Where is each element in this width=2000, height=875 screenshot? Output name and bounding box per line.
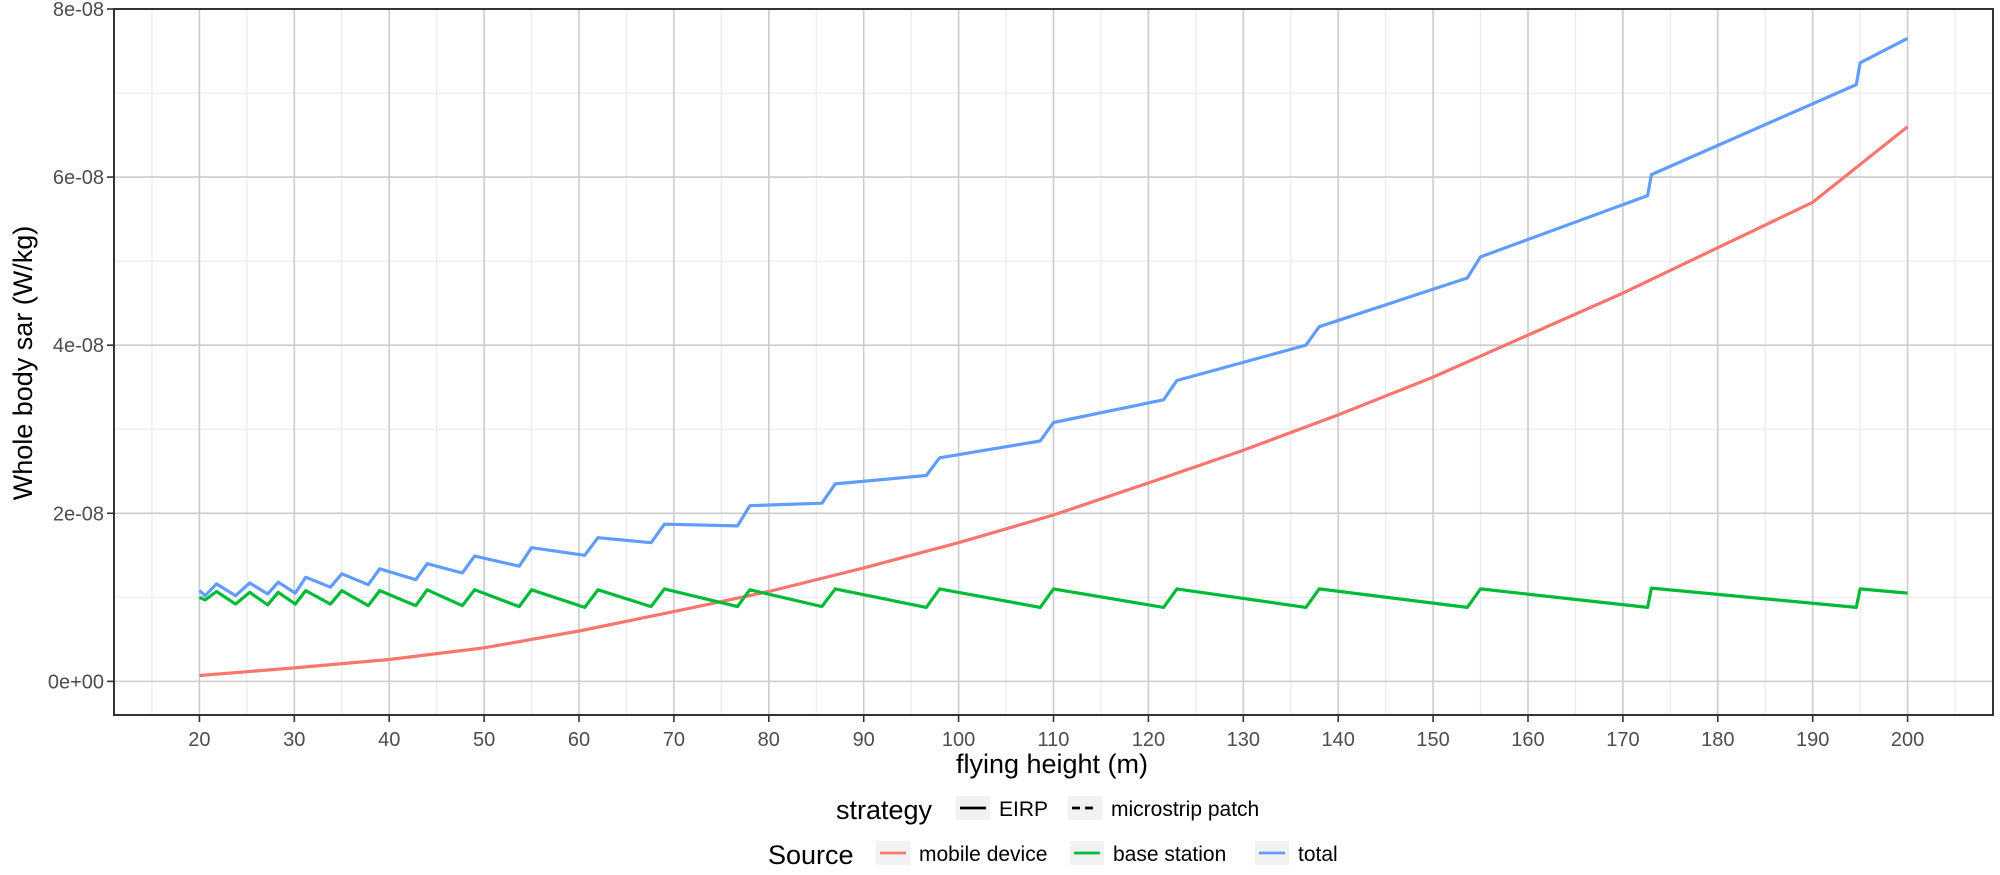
x-tick-label: 170 bbox=[1606, 729, 1639, 751]
x-tick-label: 90 bbox=[853, 729, 875, 751]
x-tick-label: 50 bbox=[473, 729, 495, 751]
x-tick-label: 40 bbox=[378, 729, 400, 751]
x-axis: 20 30 40 50 60 70 80 90 100 110 120 130 140 150 160 170… bbox=[188, 715, 1924, 751]
y-tick-label: 8e-08 bbox=[53, 0, 104, 21]
legend-source: Source mobile device base station total bbox=[768, 840, 1338, 870]
legend-item-label: total bbox=[1298, 843, 1338, 866]
x-tick-label: 30 bbox=[283, 729, 305, 751]
legend-item-label: microstrip patch bbox=[1111, 798, 1259, 821]
y-tick-label: 2e-08 bbox=[53, 503, 104, 525]
series-line-total bbox=[198, 36, 1909, 598]
x-tick-label: 200 bbox=[1891, 729, 1924, 751]
y-tick-label: 0e+00 bbox=[48, 671, 104, 693]
legend-item-label: base station bbox=[1113, 843, 1226, 866]
series-line-base-station bbox=[198, 586, 1908, 610]
x-tick-label: 80 bbox=[758, 729, 780, 751]
legend-item-label: EIRP bbox=[999, 798, 1048, 821]
y-axis: 0e+00 2e-08 4e-08 6e-08 8e-08 bbox=[48, 0, 114, 693]
y-tick-label: 6e-08 bbox=[53, 167, 104, 189]
x-tick-label: 150 bbox=[1416, 729, 1449, 751]
series-line-mobile-device bbox=[199, 125, 1909, 678]
y-tick-label: 4e-08 bbox=[53, 335, 104, 357]
x-tick-label: 180 bbox=[1701, 729, 1734, 751]
x-tick-label: 190 bbox=[1796, 729, 1829, 751]
x-tick-label: 110 bbox=[1038, 729, 1070, 751]
legend-source-title: Source bbox=[768, 840, 854, 870]
legend-item-label: mobile device bbox=[919, 843, 1047, 866]
x-axis-title: flying height (m) bbox=[956, 749, 1148, 779]
legend-strategy-title: strategy bbox=[836, 795, 933, 825]
x-tick-label: 100 bbox=[942, 729, 975, 751]
x-tick-label: 70 bbox=[663, 729, 685, 751]
x-tick-label: 160 bbox=[1511, 729, 1544, 751]
x-tick-label: 130 bbox=[1227, 729, 1260, 751]
series-lines bbox=[198, 36, 1909, 678]
x-tick-label: 120 bbox=[1132, 729, 1165, 751]
x-tick-label: 60 bbox=[568, 729, 590, 751]
legend-strategy: strategy EIRP microstrip patch bbox=[836, 795, 1259, 825]
x-tick-label: 20 bbox=[188, 729, 210, 751]
x-tick-label: 140 bbox=[1322, 729, 1355, 751]
y-axis-title: Whole body sar (W/kg) bbox=[8, 226, 38, 501]
